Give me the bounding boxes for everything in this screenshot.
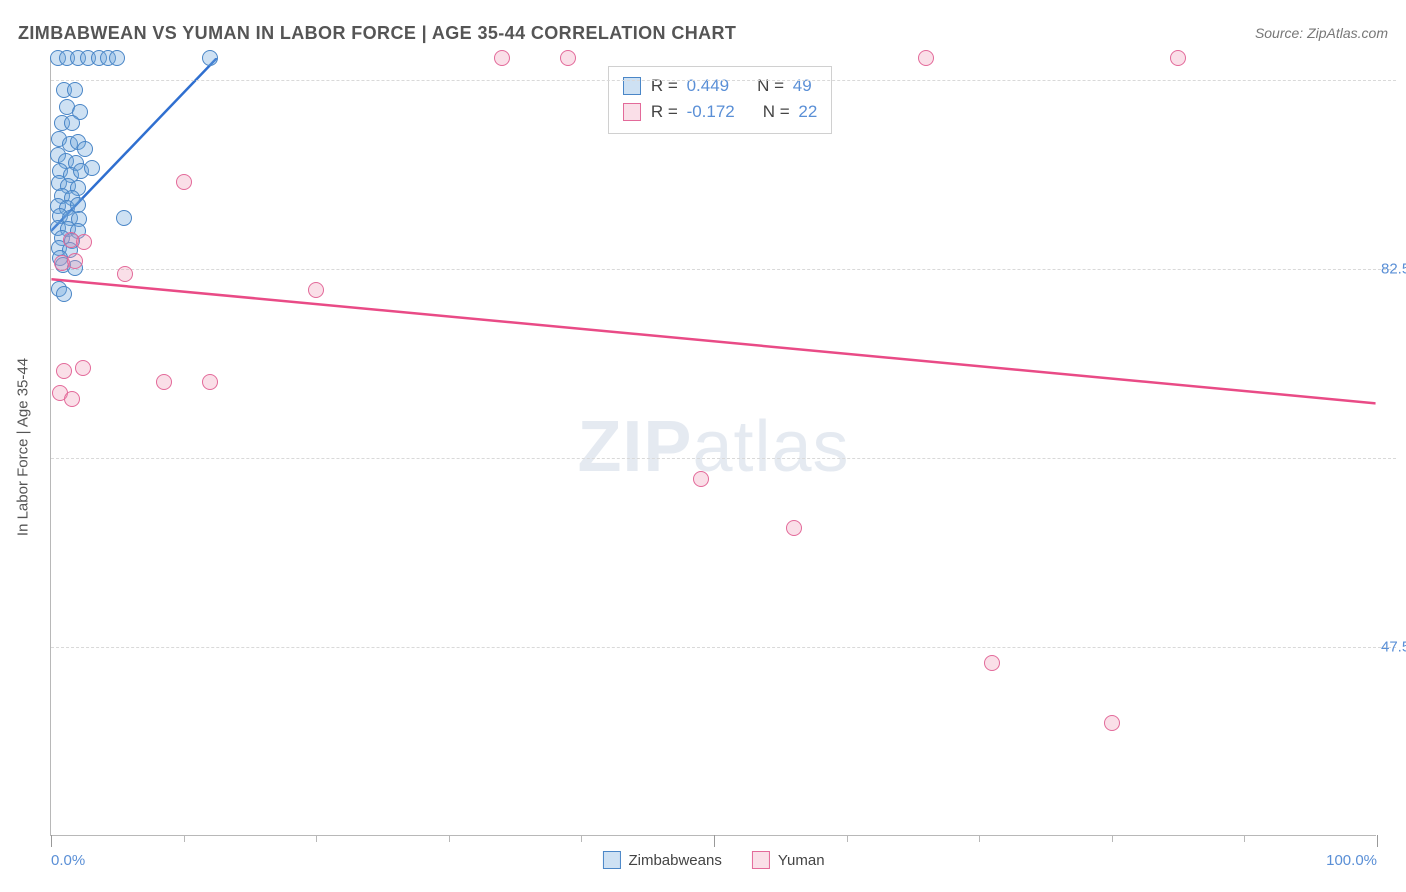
legend-item: Zimbabweans: [602, 851, 721, 869]
gridline-h: [51, 80, 1396, 81]
data-point: [117, 266, 133, 282]
stat-r-label: R = -0.172: [651, 102, 735, 122]
x-tick-minor: [184, 835, 185, 842]
data-point: [176, 174, 192, 190]
data-point: [84, 160, 100, 176]
legend-swatch: [623, 103, 641, 121]
stat-n-label: N = 22: [763, 102, 818, 122]
gridline-h: [51, 647, 1396, 648]
scatter-plot: ZIPatlas In Labor Force | Age 35-44 R = …: [50, 58, 1376, 836]
data-point: [308, 282, 324, 298]
title-bar: ZIMBABWEAN VS YUMAN IN LABOR FORCE | AGE…: [18, 18, 1388, 48]
watermark: ZIPatlas: [577, 406, 849, 488]
data-point: [64, 391, 80, 407]
x-tick-label: 0.0%: [51, 852, 85, 869]
data-point: [918, 50, 934, 66]
legend-item: Yuman: [752, 851, 825, 869]
data-point: [202, 50, 218, 66]
y-axis-label: In Labor Force | Age 35-44: [15, 357, 32, 535]
x-tick-minor: [1244, 835, 1245, 842]
x-tick-minor: [581, 835, 582, 842]
data-point: [56, 363, 72, 379]
data-point: [109, 50, 125, 66]
x-tick-label: 100.0%: [1326, 852, 1377, 869]
data-point: [1104, 715, 1120, 731]
data-point: [560, 50, 576, 66]
x-tick-minor: [316, 835, 317, 842]
gridline-h: [51, 269, 1396, 270]
data-point: [116, 210, 132, 226]
data-point: [1170, 50, 1186, 66]
data-point: [67, 82, 83, 98]
data-point: [494, 50, 510, 66]
x-tick-major: [51, 835, 52, 847]
trend-line: [51, 279, 1375, 403]
gridline-h: [51, 458, 1396, 459]
data-point: [67, 253, 83, 269]
x-tick-minor: [449, 835, 450, 842]
data-point: [76, 234, 92, 250]
trend-lines: [51, 58, 1376, 835]
series-legend: Zimbabweans Yuman: [602, 851, 824, 869]
data-point: [786, 520, 802, 536]
legend-label: Zimbabweans: [628, 852, 721, 869]
data-point: [202, 374, 218, 390]
data-point: [75, 360, 91, 376]
y-tick-label: 47.5%: [1381, 638, 1406, 655]
x-tick-minor: [1112, 835, 1113, 842]
data-point: [984, 655, 1000, 671]
stats-row: R = -0.172 N = 22: [623, 99, 817, 125]
legend-swatch: [752, 851, 770, 869]
legend-label: Yuman: [778, 852, 825, 869]
x-tick-minor: [979, 835, 980, 842]
data-point: [64, 115, 80, 131]
data-point: [56, 286, 72, 302]
data-point: [693, 471, 709, 487]
y-tick-label: 82.5%: [1381, 260, 1406, 277]
data-point: [156, 374, 172, 390]
x-tick-minor: [847, 835, 848, 842]
legend-swatch: [602, 851, 620, 869]
x-tick-major: [1377, 835, 1378, 847]
source-label: Source: ZipAtlas.com: [1255, 25, 1388, 41]
chart-title: ZIMBABWEAN VS YUMAN IN LABOR FORCE | AGE…: [18, 23, 736, 44]
x-tick-major: [714, 835, 715, 847]
data-point: [77, 141, 93, 157]
stats-legend-box: R = 0.449N = 49 R = -0.172 N = 22: [608, 66, 832, 134]
stats-row: R = 0.449N = 49: [623, 73, 817, 99]
